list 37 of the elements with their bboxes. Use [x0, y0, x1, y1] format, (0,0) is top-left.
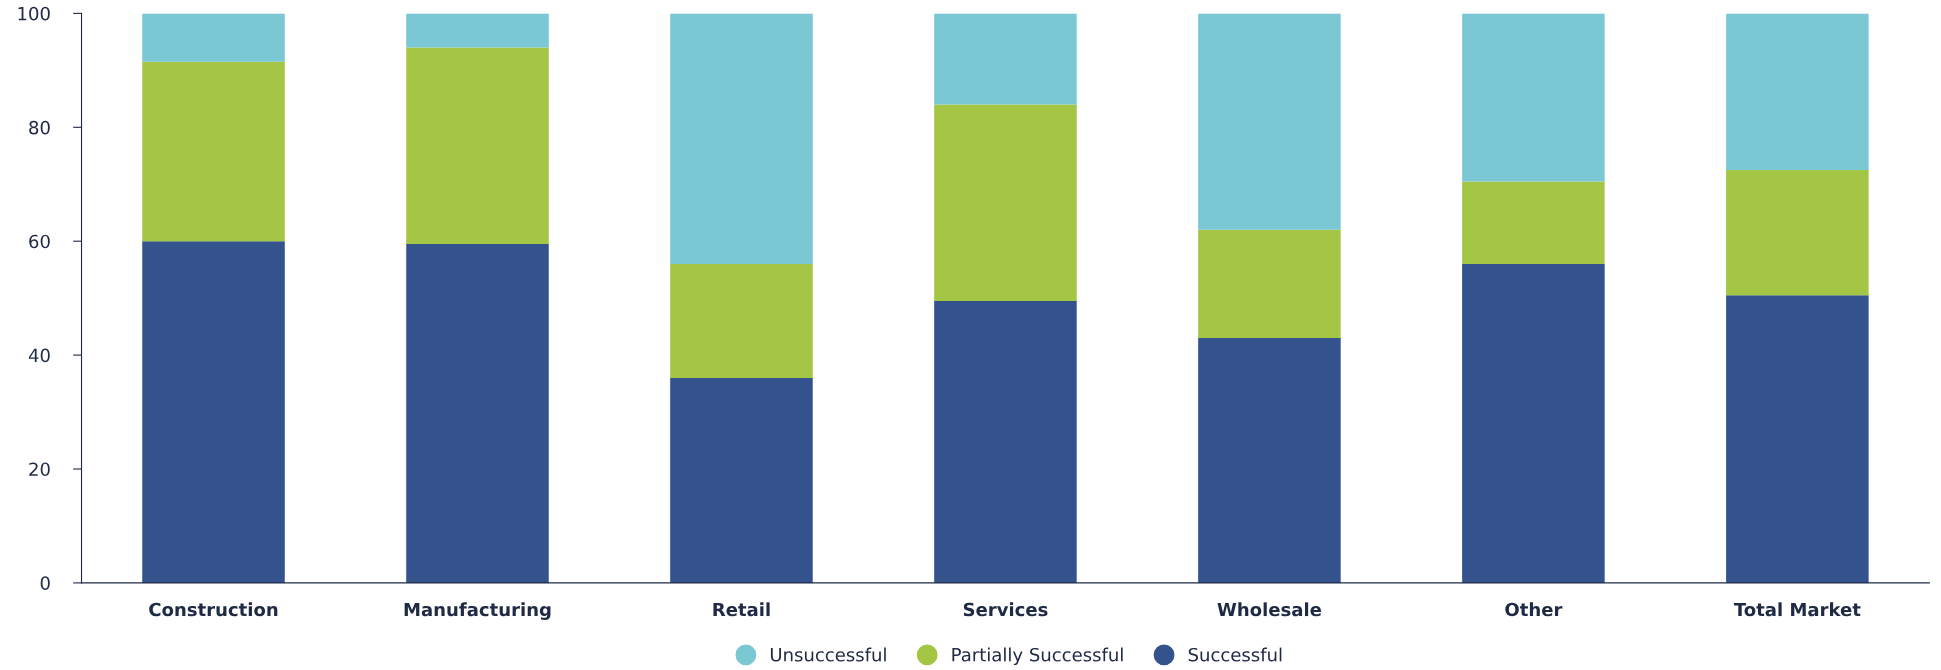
- legend-label: Successful: [1188, 647, 1282, 662]
- legend-label: Unsuccessful: [770, 647, 886, 662]
- y-tick-label: 40: [28, 348, 50, 363]
- y-tick-label: 20: [29, 462, 50, 477]
- bar: [406, 13, 549, 48]
- x-tick-label: Other: [1505, 602, 1563, 617]
- bar: [406, 244, 549, 583]
- y-tick-label: 80: [29, 120, 50, 135]
- x-tick-label: Total Market: [1733, 602, 1861, 617]
- bar: [406, 47, 549, 245]
- bar: [934, 13, 1077, 105]
- x-tick-label: Manufacturing: [404, 602, 551, 620]
- x-tick-label: Construction: [149, 602, 278, 617]
- legend-label: Partially Successful: [952, 647, 1123, 666]
- bar: [1198, 338, 1341, 583]
- bar: [1726, 295, 1869, 583]
- y-tick-label: 0: [40, 576, 50, 591]
- bar: [1726, 13, 1869, 171]
- bar: [1462, 263, 1605, 583]
- y-tick-label: 100: [18, 6, 50, 21]
- bar: [670, 263, 813, 378]
- bar: [142, 241, 285, 583]
- bar: [1726, 170, 1869, 296]
- x-tick-label: Wholesale: [1217, 602, 1322, 617]
- bar: [142, 13, 285, 62]
- bar: [1462, 13, 1605, 182]
- x-tick-label: Retail: [713, 602, 770, 617]
- bar: [1198, 229, 1341, 339]
- bar: [670, 13, 813, 264]
- bar: [934, 301, 1077, 583]
- bar: [1198, 13, 1341, 230]
- bar: [142, 61, 285, 242]
- y-tick-label: 60: [29, 234, 50, 249]
- bar: [670, 377, 813, 583]
- bar: [934, 104, 1077, 301]
- x-tick-label: Services: [963, 602, 1048, 617]
- bar: [1462, 181, 1605, 264]
